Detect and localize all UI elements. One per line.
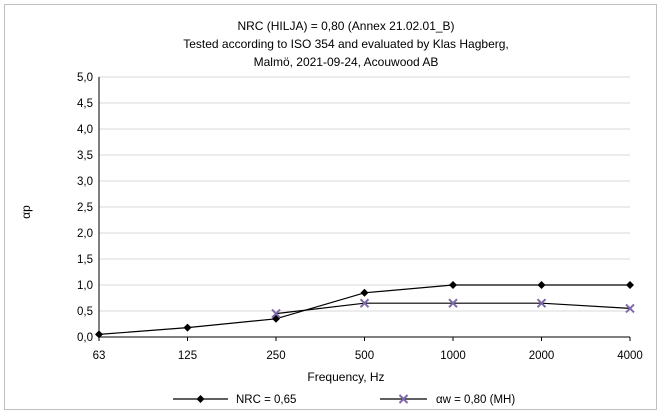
series-2-point [536, 298, 547, 308]
chart-title-line-3: Malmö, 2021-09-24, Acouwood AB [254, 55, 439, 69]
y-tick-label: 5,0 [77, 72, 93, 84]
y-axis-label: αp [19, 205, 33, 219]
x-tick-label: 1000 [440, 350, 466, 362]
y-tick-label: 0,0 [77, 332, 93, 344]
series-1-point [360, 288, 369, 297]
x-tick-label: 2000 [529, 350, 555, 362]
y-tick-label: 4,0 [77, 124, 93, 136]
series-1-point [626, 281, 634, 289]
legend-label-1: NRC = 0,65 [236, 394, 296, 406]
grid-lines [99, 76, 630, 312]
legend: NRC = 0,65 αw = 0,80 (MH) [173, 394, 515, 406]
series-1-point [183, 323, 192, 332]
legend-marker-2 [398, 394, 409, 404]
y-tick-label: 1,0 [77, 280, 93, 292]
y-tick-label: 3,5 [77, 150, 93, 162]
series-line-2 [275, 302, 631, 315]
legend-label-2: αw = 0,80 (MH) [436, 394, 515, 406]
x-axis-label: Frequency, Hz [307, 370, 384, 384]
y-tick-labels: 0,0 0,5 1,0 1,5 2,0 2,5 3,0 3,5 4,0 4,5 5,0 [77, 72, 93, 344]
x-tick-label: 250 [266, 350, 285, 362]
y-tick-label: 4,5 [77, 98, 93, 110]
series-1-point [95, 330, 103, 339]
legend-marker-1 [196, 395, 205, 403]
y-tick-label: 2,5 [77, 202, 93, 214]
series-2-point [448, 298, 458, 308]
y-tick-label: 0,5 [77, 306, 93, 318]
y-tick-label: 3,0 [77, 176, 93, 188]
chart-title-line-2: Tested according to ISO 354 and evaluate… [183, 37, 509, 51]
series-1-point [449, 281, 457, 289]
x-tick-label: 63 [93, 350, 106, 362]
y-tick-label: 1,5 [77, 254, 93, 266]
chart-title-line-1: NRC (HILJA) = 0,80 (Annex 21.02.01_B) [237, 19, 454, 33]
series-2-point [271, 308, 281, 319]
series-2-point [625, 303, 635, 314]
series-group [95, 281, 635, 339]
series-1-point [537, 281, 546, 289]
x-tick-label: 4000 [617, 350, 643, 362]
x-tick-labels: 63 125 250 500 1000 2000 4000 [93, 350, 643, 362]
series-2-point [359, 298, 370, 308]
y-tick-label: 2,0 [77, 228, 93, 240]
x-tick-label: 500 [355, 350, 374, 362]
x-tick-label: 125 [178, 350, 197, 362]
axes [98, 77, 631, 341]
